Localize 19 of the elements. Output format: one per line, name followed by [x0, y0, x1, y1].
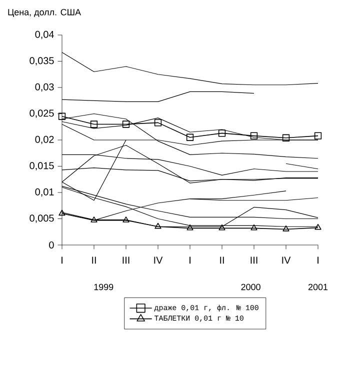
x-tick-label: IV	[282, 256, 291, 264]
y-tick-label: 0,04	[35, 30, 54, 40]
text: 2001	[308, 284, 328, 290]
y-tick-label: 0,01	[35, 188, 54, 197]
x-tick-label: III	[250, 256, 258, 264]
x-tick-label: II	[220, 256, 224, 264]
text: 1999	[94, 284, 114, 290]
y-tick-label: 0,015	[30, 162, 54, 170]
y-tick-label: 0,035	[30, 57, 54, 66]
y-tick-label: 0,02	[35, 136, 54, 144]
y-axis-title: Цена, долл. США	[8, 8, 82, 18]
text: 2000	[241, 284, 260, 290]
y-tick-label: 0,03	[35, 83, 54, 92]
y-tick-label: 0	[49, 241, 54, 249]
y-tick-label: 0,005	[30, 214, 54, 223]
x-tick-label: IV	[154, 256, 163, 264]
x-tick-label: II	[92, 256, 96, 264]
x-tick-label: III	[122, 256, 130, 264]
y-tick-label: 0,025	[30, 110, 54, 118]
